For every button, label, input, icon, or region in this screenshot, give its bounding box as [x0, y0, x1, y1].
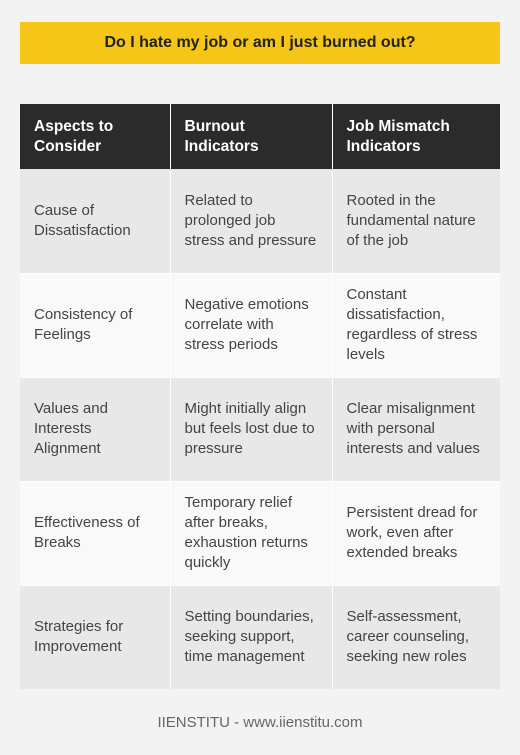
page-title-text: Do I hate my job or am I just burned out…: [104, 34, 416, 51]
table-row: Values and Interests Alignment Might ini…: [20, 376, 500, 481]
table-row: Effectiveness of Breaks Temporary relief…: [20, 480, 500, 585]
table-row: Strategies for Improvement Setting bound…: [20, 584, 500, 689]
cell-aspect: Values and Interests Alignment: [20, 376, 170, 481]
table-body: Cause of Dissatisfaction Related to prol…: [20, 169, 500, 689]
cell-burnout: Setting boundaries, seeking support, tim…: [169, 584, 332, 689]
comparison-table: Aspects to Consider Burnout Indicators J…: [20, 104, 500, 689]
cell-mismatch: Self-assessment, career counseling, seek…: [331, 584, 500, 689]
header-burnout: Burnout Indicators: [169, 104, 332, 169]
table-row: Consistency of Feelings Negative emotion…: [20, 272, 500, 377]
table-row: Cause of Dissatisfaction Related to prol…: [20, 169, 500, 273]
cell-burnout: Related to prolonged job stress and pres…: [169, 169, 332, 273]
cell-mismatch: Clear misalignment with personal interes…: [331, 376, 500, 481]
footer-credit: IIENSTITU - www.iienstitu.com: [157, 714, 363, 731]
cell-aspect: Effectiveness of Breaks: [20, 480, 170, 585]
cell-burnout: Negative emotions correlate with stress …: [169, 272, 332, 377]
cell-burnout: Temporary relief after breaks, exhaustio…: [169, 480, 332, 585]
cell-mismatch: Constant dissatisfaction, regardless of …: [331, 272, 500, 377]
cell-mismatch: Rooted in the fundamental nature of the …: [331, 169, 500, 273]
cell-aspect: Cause of Dissatisfaction: [20, 169, 170, 273]
table-header: Aspects to Consider Burnout Indicators J…: [20, 104, 500, 169]
header-mismatch: Job Mismatch Indicators: [331, 104, 500, 169]
cell-mismatch: Persistent dread for work, even after ex…: [331, 480, 500, 585]
header-aspects: Aspects to Consider: [20, 104, 170, 169]
page-title: Do I hate my job or am I just burned out…: [20, 22, 500, 64]
header-row: Aspects to Consider Burnout Indicators J…: [20, 104, 500, 169]
cell-burnout: Might initially align but feels lost due…: [169, 376, 332, 481]
cell-aspect: Strategies for Improvement: [20, 584, 170, 689]
cell-aspect: Consistency of Feelings: [20, 272, 170, 377]
